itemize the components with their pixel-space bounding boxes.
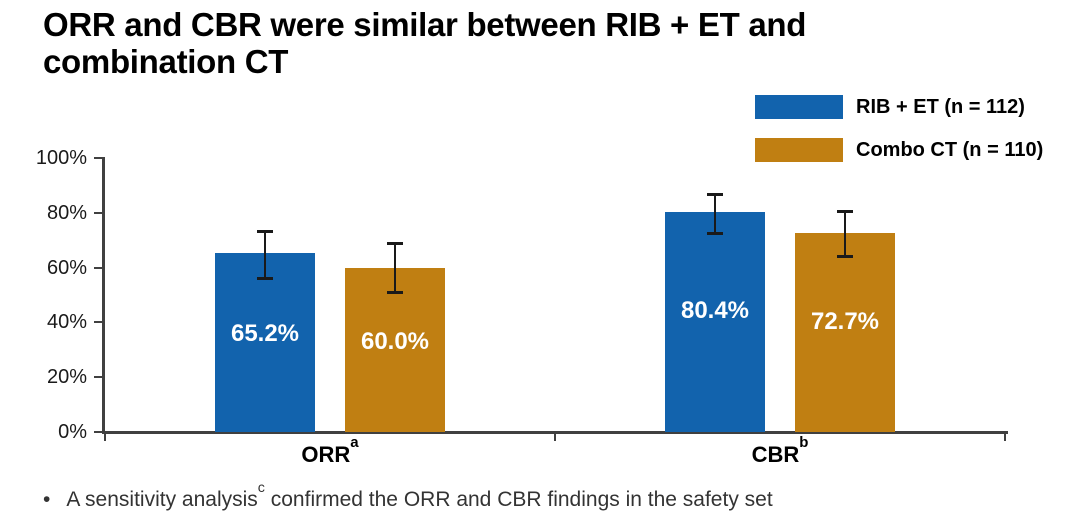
error-bar-line bbox=[714, 192, 716, 236]
error-bar-line bbox=[394, 242, 396, 295]
error-bar-line bbox=[844, 210, 846, 259]
category-label-orr: ORRa bbox=[301, 435, 358, 468]
bar-value-label-cbr-combo-ct: 72.7% bbox=[810, 308, 880, 336]
footnote: • A sensitivity analysisc confirmed the O… bbox=[43, 480, 773, 514]
x-axis-tick-1 bbox=[554, 433, 556, 441]
error-bar-cap-bottom bbox=[707, 232, 723, 236]
error-bar-cap-top bbox=[707, 192, 723, 196]
y-axis-tick-label-20: 20% bbox=[46, 366, 87, 389]
legend-label-combo-ct: Combo CT (n = 110) bbox=[856, 138, 1044, 161]
footnote-text-post: confirmed the ORR and CBR findings in th… bbox=[264, 488, 773, 511]
y-axis-tick-20 bbox=[94, 376, 102, 379]
bar-value-label-cbr-rib-et: 80.4% bbox=[680, 296, 750, 324]
y-axis-tick-60 bbox=[94, 266, 102, 269]
slide-title: ORR and CBR were similar between RIB + E… bbox=[43, 6, 806, 80]
bar-value-label-orr-combo-ct: 60.0% bbox=[360, 327, 430, 355]
bar-orr-rib-et: 65.2% bbox=[215, 253, 315, 432]
category-label-text-cbr: CBR bbox=[751, 442, 800, 467]
y-axis-tick-label-60: 60% bbox=[46, 256, 87, 279]
plot-area: 0% 20% 40% 60% 80% 100% 65.2% 60.0% ORRa 80.4% 72.… bbox=[36, 147, 1008, 467]
bar-cbr-combo-ct: 72.7% bbox=[795, 232, 895, 432]
x-axis-tick-0 bbox=[104, 433, 106, 441]
error-bar-cap-bottom bbox=[257, 276, 273, 280]
slide-title-line-1: ORR and CBR were similar between RIB + E… bbox=[43, 6, 807, 43]
error-bar-cbr-rib-et bbox=[707, 192, 723, 236]
bar-orr-combo-ct: 60.0% bbox=[345, 267, 445, 432]
y-axis-tick-label-80: 80% bbox=[46, 201, 87, 224]
chart-legend: RIB + ET (n = 112) Combo CT (n = 110) bbox=[755, 95, 1043, 181]
legend-item-rib-et: RIB + ET (n = 112) bbox=[755, 95, 1043, 119]
slide-title-line-2: combination CT bbox=[43, 43, 289, 80]
y-axis-tick-80 bbox=[94, 211, 102, 214]
legend-item-combo-ct: Combo CT (n = 110) bbox=[755, 138, 1043, 162]
category-label-superscript-cbr: b bbox=[799, 433, 809, 451]
category-label-superscript-orr: a bbox=[350, 433, 359, 451]
error-bar-orr-rib-et bbox=[257, 229, 273, 280]
y-axis-tick-40 bbox=[94, 321, 102, 324]
error-bar-orr-combo-ct bbox=[387, 242, 403, 295]
y-axis-tick-label-0: 0% bbox=[58, 421, 87, 443]
y-axis-line bbox=[102, 157, 105, 434]
legend-label-rib-et: RIB + ET (n = 112) bbox=[856, 95, 1025, 118]
category-label-text-orr: ORR bbox=[301, 442, 351, 467]
category-label-cbr: CBRb bbox=[751, 435, 809, 468]
y-axis-tick-label-100: 100% bbox=[35, 147, 87, 169]
y-axis-tick-label-40: 40% bbox=[46, 311, 87, 334]
error-bar-line bbox=[264, 229, 266, 280]
bar-cbr-rib-et: 80.4% bbox=[665, 211, 765, 432]
error-bar-cap-top bbox=[387, 242, 403, 246]
error-bar-cbr-combo-ct bbox=[837, 210, 853, 259]
x-axis-line bbox=[102, 431, 1008, 434]
legend-swatch-rib-et bbox=[755, 95, 843, 119]
error-bar-cap-top bbox=[257, 229, 273, 233]
bar-value-label-orr-rib-et: 65.2% bbox=[230, 319, 300, 347]
footnote-superscript: c bbox=[257, 479, 265, 496]
y-axis-tick-100 bbox=[94, 157, 102, 159]
x-axis-tick-2 bbox=[1004, 433, 1006, 441]
error-bar-cap-bottom bbox=[837, 255, 853, 259]
legend-swatch-combo-ct bbox=[755, 138, 843, 162]
footnote-text-pre: A sensitivity analysis bbox=[66, 488, 258, 511]
footnote-bullet: • bbox=[43, 488, 51, 511]
error-bar-cap-top bbox=[837, 210, 853, 214]
error-bar-cap-bottom bbox=[387, 291, 403, 295]
y-axis-tick-0 bbox=[94, 431, 102, 433]
